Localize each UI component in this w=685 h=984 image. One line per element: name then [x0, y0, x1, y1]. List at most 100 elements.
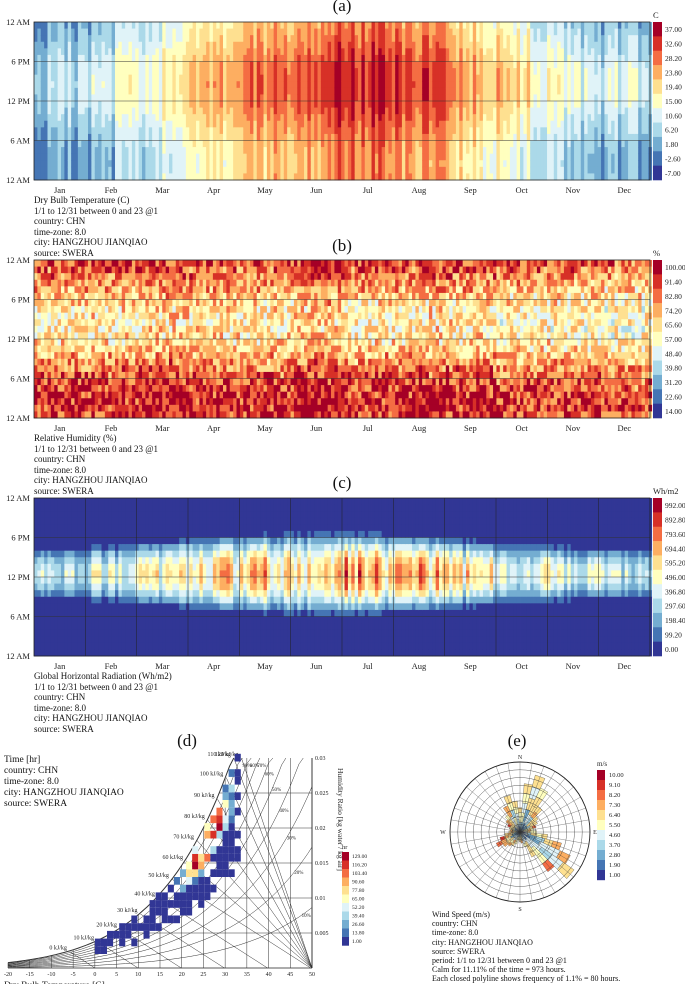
heatmap-cell	[611, 55, 615, 62]
heatmap-cell	[345, 94, 349, 101]
heatmap-cell	[338, 48, 342, 55]
colorbar-label: 19.40	[665, 83, 682, 92]
heatmap-cell	[34, 398, 38, 405]
heatmap-cell	[108, 319, 112, 326]
heatmap-cell	[78, 147, 82, 154]
heatmap-cell	[574, 141, 578, 148]
heatmap-cell	[95, 147, 99, 154]
heatmap-cell	[625, 42, 629, 49]
heatmap-cell	[355, 141, 359, 148]
heatmap-cell	[156, 68, 160, 75]
heatmap-cell	[257, 108, 261, 115]
heatmap-cell	[206, 167, 210, 174]
heatmap-cell	[635, 68, 639, 75]
heatmap-cell	[638, 81, 642, 88]
heatmap-cell	[608, 141, 612, 148]
heatmap-cell	[601, 134, 605, 141]
heatmap-cell	[429, 88, 433, 95]
heatmap-cell	[635, 114, 639, 121]
heatmap-cell	[324, 88, 328, 95]
heatmap-cell	[557, 114, 561, 121]
heatmap-cell	[399, 134, 403, 141]
heatmap-cell	[102, 108, 106, 115]
heatmap-cell	[365, 94, 369, 101]
heatmap-cell	[237, 134, 241, 141]
heatmap-cell	[51, 134, 55, 141]
heatmap-cell	[304, 167, 308, 174]
heatmap-cell	[426, 173, 430, 180]
heatmap-cell	[112, 154, 116, 161]
heatmap-cell	[480, 121, 484, 128]
heatmap-cell	[567, 55, 571, 62]
heatmap-cell	[44, 372, 48, 379]
heatmap-cell	[51, 81, 55, 88]
heatmap-cell	[422, 173, 426, 180]
heatmap-cell	[540, 81, 544, 88]
heatmap-cell	[304, 114, 308, 121]
heatmap-cell	[419, 81, 423, 88]
heatmap-cell	[189, 160, 193, 167]
heatmap-cell	[361, 48, 365, 55]
heatmap-cell	[41, 35, 45, 42]
heatmap-cell	[85, 160, 89, 167]
heatmap-cell	[547, 114, 551, 121]
heatmap-cell	[355, 42, 359, 49]
heatmap-cell	[486, 101, 490, 108]
heatmap-cell	[48, 68, 52, 75]
heatmap-cell	[257, 55, 261, 62]
heatmap-cell	[459, 75, 463, 82]
heatmap-cell	[442, 121, 446, 128]
heatmap-cell	[253, 22, 257, 29]
heatmap-cell	[159, 94, 163, 101]
heatmap-cell	[601, 141, 605, 148]
heatmap-cell	[473, 141, 477, 148]
heatmap-cell	[135, 55, 139, 62]
heatmap-cell	[68, 114, 72, 121]
heatmap-cell	[598, 147, 602, 154]
heatmap-cell	[115, 141, 119, 148]
heatmap-cell	[530, 75, 534, 82]
heatmap-cell	[253, 141, 257, 148]
heatmap-cell	[409, 147, 413, 154]
heatmap-cell	[291, 160, 295, 167]
heatmap-cell	[135, 108, 139, 115]
heatmap-cell	[172, 35, 176, 42]
heatmap-cell	[429, 55, 433, 62]
heatmap-cell	[446, 81, 450, 88]
heatmap-cell	[95, 75, 99, 82]
heatmap-cell	[203, 154, 207, 161]
heatmap-cell	[183, 35, 187, 42]
heatmap-cell	[54, 35, 58, 42]
colorbar-swatch	[653, 65, 662, 80]
heatmap-cell	[58, 306, 62, 313]
heatmap-cell	[169, 22, 173, 29]
heatmap-cell	[149, 75, 153, 82]
heatmap-cell	[537, 108, 541, 115]
heatmap-cell	[405, 75, 409, 82]
heatmap-cell	[574, 81, 578, 88]
heatmap-cell	[88, 147, 92, 154]
heatmap-cell	[642, 127, 646, 134]
heatmap-cell	[345, 154, 349, 161]
heatmap-cell	[611, 114, 615, 121]
heatmap-cell	[122, 42, 126, 49]
heatmap-cell	[338, 108, 342, 115]
heatmap-cell	[213, 108, 217, 115]
heatmap-cell	[193, 173, 197, 180]
heatmap-cell	[638, 35, 642, 42]
heatmap-cell	[68, 405, 72, 412]
heatmap-cell	[584, 81, 588, 88]
heatmap-cell	[54, 127, 58, 134]
heatmap-cell	[91, 101, 95, 108]
heatmap-cell	[642, 147, 646, 154]
heatmap-cell	[422, 35, 426, 42]
heatmap-cell	[48, 306, 52, 313]
heatmap-cell	[257, 127, 261, 134]
heatmap-cell	[193, 121, 197, 128]
month-tick-label: Aug	[412, 185, 427, 195]
heatmap-cell	[98, 68, 102, 75]
heatmap-cell	[233, 154, 237, 161]
heatmap-cell	[95, 68, 99, 75]
heatmap-cell	[571, 68, 575, 75]
heatmap-cell	[172, 141, 176, 148]
